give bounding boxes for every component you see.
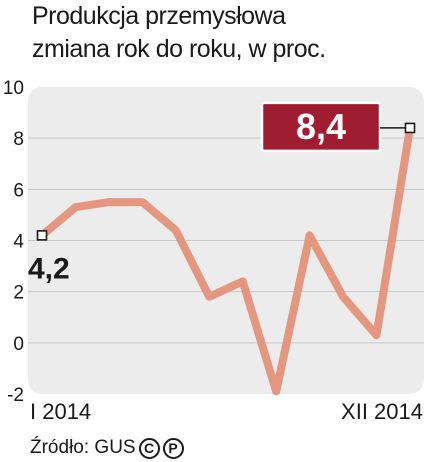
x-tick-label: XII 2014: [341, 399, 423, 424]
data-point-marker: [404, 122, 416, 134]
data-point-marker: [36, 230, 48, 241]
series-line: [38, 123, 414, 396]
y-tick-label: 6: [13, 180, 24, 201]
last-value-label: 8,4: [296, 106, 346, 147]
copyright-icon: C: [138, 437, 160, 459]
chart-subtitle: zmiana rok do roku, w proc.: [32, 35, 326, 63]
x-tick-label: I 2014: [30, 399, 91, 424]
first-value-label: 4,2: [28, 252, 70, 285]
y-tick-label: 4: [13, 232, 24, 253]
source-note: Źródło: GUS C P: [30, 436, 184, 460]
y-tick-label: 0: [13, 334, 24, 355]
y-tick-label: 2: [13, 283, 24, 304]
y-tick-label: -2: [7, 385, 24, 406]
y-tick-label: 10: [3, 78, 24, 99]
chart-title: Produkcja przemysłowa: [32, 2, 286, 30]
source-label: Źródło: GUS: [30, 437, 136, 458]
last-value-badge: [260, 101, 382, 153]
y-tick-label: 8: [13, 129, 24, 150]
p-icon: P: [162, 437, 184, 459]
